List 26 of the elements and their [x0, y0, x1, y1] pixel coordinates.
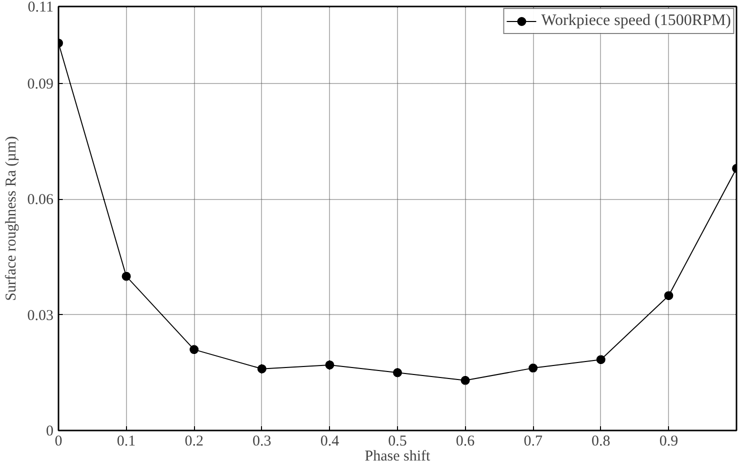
y-axis-title: Surface roughness Ra (µm)	[3, 136, 20, 301]
x-tick-label: 0.6	[456, 434, 476, 450]
y-tick-label: 0.11	[28, 0, 54, 16]
x-tick-label: 0.8	[592, 434, 610, 450]
x-tick-label: 0.4	[320, 434, 340, 450]
point	[664, 291, 674, 300]
point	[596, 355, 606, 364]
point	[325, 360, 334, 370]
legend-label: Workpiece speed (1500RPM)	[541, 12, 731, 30]
x-tick-label: 0.5	[388, 434, 407, 450]
y-tick-label: 0.09	[27, 76, 54, 93]
point	[393, 368, 402, 378]
x-tick-label: 0.2	[184, 434, 204, 450]
point	[190, 345, 199, 354]
x-axis-title: Phase shift	[364, 448, 432, 464]
point	[122, 272, 131, 281]
point	[460, 376, 470, 385]
x-tick-label: 0.3	[252, 434, 272, 450]
y-tick-label: 0	[46, 424, 54, 440]
point	[528, 364, 538, 373]
x-tick-label: 0.1	[116, 434, 136, 450]
x-tick-label: 0.9	[659, 434, 678, 450]
y-tick-label: 0.03	[27, 308, 54, 324]
x-tick-label: 0.7	[524, 434, 543, 450]
y-tick-label: 0.06	[27, 192, 54, 208]
point	[257, 364, 266, 374]
